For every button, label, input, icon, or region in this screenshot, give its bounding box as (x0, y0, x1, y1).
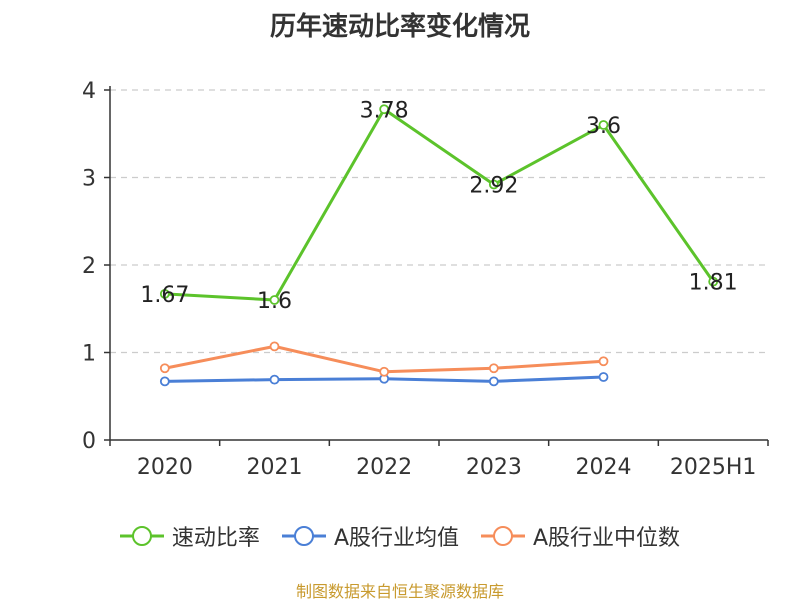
legend-label: A股行业中位数 (533, 526, 681, 551)
data-point (598, 372, 609, 382)
y-tick-label: 1 (82, 342, 96, 367)
x-tick-label: 2022 (356, 455, 412, 480)
legend-label: A股行业均值 (333, 526, 459, 551)
data-point (708, 276, 719, 287)
data-point (488, 179, 499, 190)
data-point (488, 376, 499, 387)
legend-symbol-icon (481, 526, 525, 546)
y-tick-label: 3 (82, 167, 96, 192)
data-point (159, 363, 170, 374)
data-label: 1.81 (689, 271, 738, 296)
legend-marker (131, 526, 152, 546)
source-note: 制图数据来自恒生聚源数据库 (295, 582, 504, 601)
data-label: 2.92 (469, 174, 518, 199)
legend-item[interactable]: A股行业均值 (281, 520, 459, 552)
legend-marker (293, 526, 314, 546)
legend-symbol-icon (281, 526, 326, 546)
data-label: 1.67 (140, 283, 189, 308)
data-point (379, 366, 390, 377)
data-label: 1.6 (257, 289, 292, 314)
series-lines (159, 104, 719, 387)
y-tick-label: 0 (82, 429, 96, 454)
legend-item[interactable]: A股行业中位数 (481, 520, 680, 552)
x-tick-label: 2023 (466, 455, 522, 480)
x-tick-label: 2021 (247, 455, 303, 480)
data-point (269, 295, 280, 305)
chart-title: 历年速动比率变化情况 (269, 12, 530, 42)
data-point (598, 120, 609, 130)
data-label: 3.6 (586, 114, 621, 139)
data-labels: 1.67 1.6 3.78 2.92 3.6 1.81 (140, 98, 737, 314)
data-point (598, 356, 609, 367)
series-line (164, 107, 715, 302)
legend-symbol-icon (119, 526, 164, 546)
x-tick-label: 2024 (576, 455, 632, 480)
data-point (488, 363, 499, 374)
data-point (159, 376, 170, 387)
data-point (379, 104, 390, 115)
legend-item[interactable]: 速动比率 (119, 520, 260, 552)
data-label: 3.78 (360, 98, 409, 123)
data-point (269, 341, 280, 352)
legend-marker (493, 526, 513, 546)
legend: 速动比率 A股行业均值 A股行业中位数 (0, 518, 800, 554)
x-tick-label: 2020 (137, 455, 193, 480)
y-tick-label: 2 (82, 254, 96, 279)
data-point (159, 288, 170, 299)
y-tick-label: 4 (82, 79, 96, 104)
legend-label: 速动比率 (171, 526, 260, 551)
x-tick-label: 2025H1 (670, 455, 757, 480)
axes: 0 1 2 3 4 2020 2021 2022 2023 2024 2025H1 (82, 79, 769, 480)
data-point (269, 374, 280, 385)
